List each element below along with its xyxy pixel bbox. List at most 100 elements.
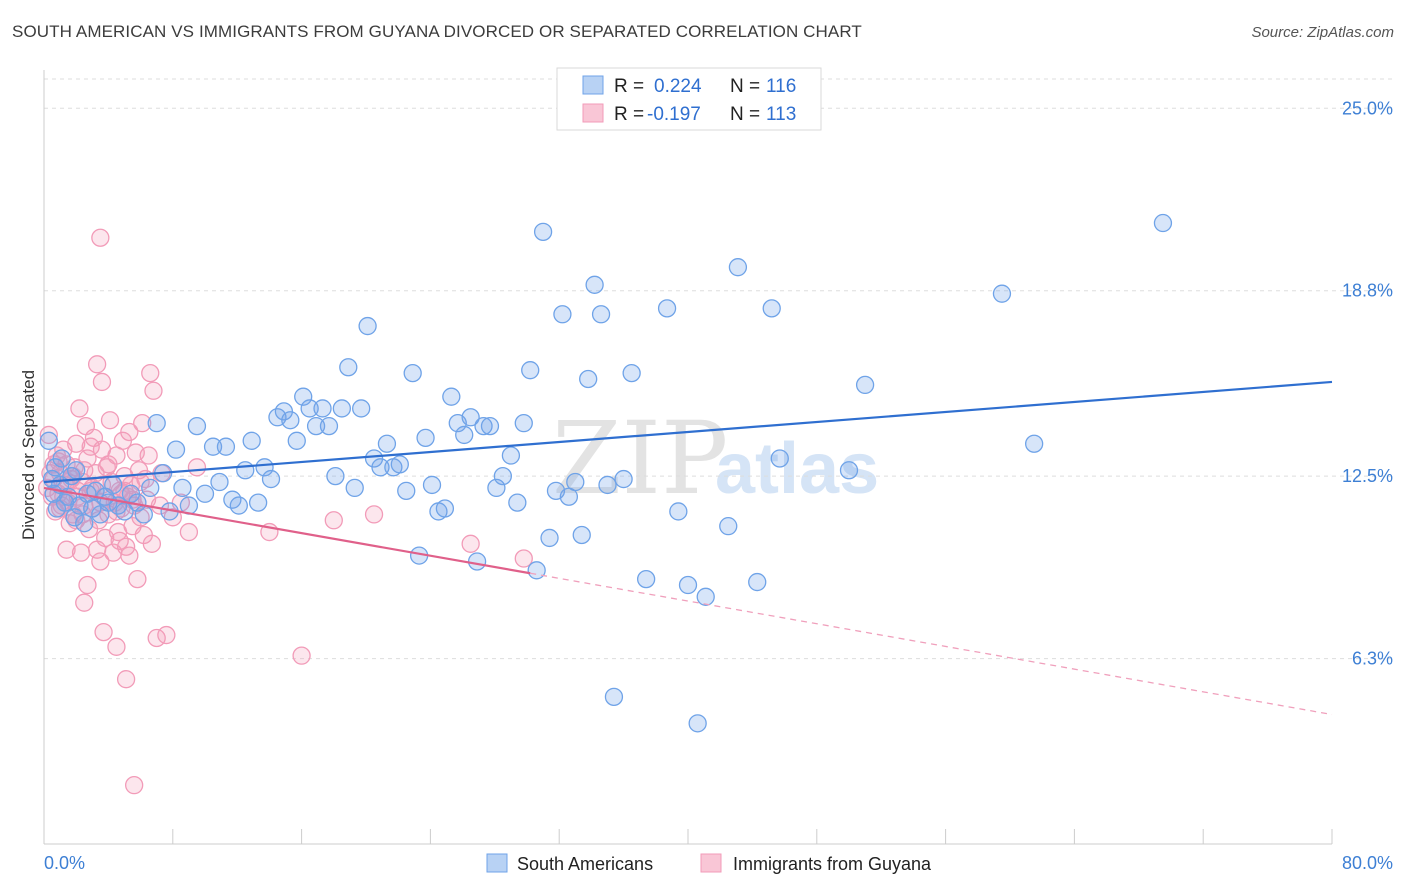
immigrants-from-guyana-point-69: [157, 625, 176, 645]
watermark-atlas: atlas: [715, 429, 879, 509]
south-americans-point-78: [480, 416, 500, 436]
south-americans-point-31: [173, 478, 192, 498]
y-axis-label: Divorced or Separated: [19, 370, 38, 540]
south-americans-point-62: [377, 434, 397, 453]
immigrants-from-guyana-point-105: [110, 531, 129, 551]
south-americans-point-102: [669, 502, 688, 521]
chart-source: Source: ZipAtlas.com: [1251, 24, 1394, 41]
immigrants-from-guyana-point-56: [128, 569, 147, 589]
bottom-legend-swatch-pink: [700, 853, 722, 873]
south-americans-point-47: [281, 411, 300, 430]
south-americans-point-105: [696, 587, 715, 606]
immigrants-from-guyana-point-112: [81, 437, 100, 456]
south-americans-point-33: [187, 416, 207, 436]
south-americans-point-115: [1153, 213, 1173, 233]
y-tick-labels: 25.0% 18.8% 12.5% 6.3%: [1342, 98, 1393, 668]
south-americans-point-43: [255, 458, 274, 477]
south-americans-point-34: [195, 484, 215, 503]
immigrants-from-guyana-point-75: [292, 646, 311, 665]
immigrants-from-guyana-point-39: [100, 411, 120, 430]
legend-swatch-blue: [582, 75, 604, 95]
immigrants-from-guyana-point-76: [324, 511, 343, 530]
south-americans-point-93: [579, 369, 598, 389]
immigrants-from-guyana-point-20: [70, 399, 89, 418]
series-legend: South Americans Immigrants from Guyana: [486, 853, 932, 874]
trend-lines: [43, 380, 1333, 716]
immigrants-from-guyana-point-73: [187, 458, 207, 477]
immigrants-from-guyana-point-72: [179, 522, 199, 542]
x-tick-label-0: 0.0%: [44, 853, 85, 873]
immigrants-from-guyana-point-58: [131, 508, 150, 527]
south-americans-point-58: [352, 399, 371, 418]
south-americans-point-50: [300, 399, 319, 418]
immigrants-from-guyana-point-33: [91, 552, 110, 571]
y-tick-label-2: 12.5%: [1342, 466, 1393, 486]
y-tick-label-1: 18.8%: [1342, 281, 1393, 301]
south-americans-point-101: [657, 299, 677, 318]
south-americans-point-68: [416, 428, 435, 448]
south-americans-point-37: [216, 437, 236, 456]
immigrants-from-guyana-point-66: [144, 381, 163, 400]
south-americans-point-69: [422, 475, 442, 495]
bottom-legend-swatch-blue: [486, 853, 508, 873]
south-americans-point-48: [287, 431, 306, 450]
south-americans-point-85: [527, 561, 546, 580]
south-americans-point-109: [762, 299, 781, 318]
south-americans-point-112: [855, 375, 875, 395]
legend-r-value-2: -0.197: [647, 104, 701, 125]
legend-r-label-1: R =: [614, 76, 644, 97]
south-americans-point-10: [65, 508, 84, 527]
south-americans-point-80: [493, 466, 513, 486]
immigrants-from-guyana-point-31: [87, 355, 107, 374]
y-tick-label-0: 25.0%: [1342, 98, 1393, 118]
south-americans-point-35: [203, 437, 223, 456]
bottom-legend-south-americans: South Americans: [517, 854, 653, 874]
legend-r-label-2: R =: [614, 104, 644, 125]
south-americans-point-20: [104, 475, 123, 495]
legend-r-value-1: 0.224: [654, 76, 702, 97]
south-americans-point-74: [455, 425, 474, 445]
south-americans-point-79: [487, 478, 506, 498]
immigrants-from-guyana-point-65: [142, 534, 162, 553]
watermark-zip: ZIP: [552, 400, 728, 517]
south-americans-point-44: [261, 469, 281, 489]
immigrants-from-guyana-point-63: [139, 446, 158, 465]
immigrants-from-guyana-point-107: [116, 670, 136, 689]
south-americans-point-56: [339, 358, 358, 377]
immigrants-from-guyana-point-100: [87, 540, 107, 559]
immigrants-from-guyana-point-25: [78, 449, 97, 468]
south-americans-point-106: [719, 517, 738, 536]
south-americans-point-64: [390, 455, 409, 474]
chart-title: SOUTH AMERICAN VS IMMIGRANTS FROM GUYANA…: [12, 22, 862, 41]
south-americans-point-92: [572, 525, 591, 545]
south-americans-point-51: [306, 416, 326, 436]
legend-n-value-1: 116: [766, 76, 796, 97]
south-americans-point-75: [461, 408, 480, 427]
south-americans-point-97: [604, 687, 624, 707]
south-americans-point-83: [514, 414, 533, 433]
south-americans-point-11: [67, 461, 86, 480]
south-americans-point-0: [39, 431, 58, 450]
south-americans-point-30: [166, 440, 186, 459]
south-americans-point-26: [141, 478, 160, 498]
south-americans-point-52: [313, 399, 332, 418]
y-tick-label-3: 6.3%: [1352, 649, 1393, 669]
immigrants-from-guyana-point-77: [364, 505, 384, 524]
south-americans-point-81: [501, 446, 521, 465]
south-americans-point-89: [553, 305, 572, 324]
south-americans-point-107: [728, 258, 748, 277]
immigrants-from-guyana-point-104: [107, 637, 126, 656]
legend-n-value-2: 113: [766, 104, 796, 125]
south-americans-point-104: [688, 714, 707, 733]
south-americans-point-111: [839, 461, 859, 480]
legend-swatch-pink: [582, 103, 604, 123]
south-americans-point-110: [770, 449, 789, 468]
immigrants-from-guyana-point-18: [67, 434, 86, 453]
south-americans-point-87: [540, 528, 559, 548]
south-americans-point-98: [614, 469, 633, 489]
south-americans-point-77: [474, 416, 493, 436]
south-americans-point-61: [371, 458, 390, 477]
south-americans-point-95: [591, 305, 611, 324]
south-americans-point-103: [678, 575, 698, 595]
